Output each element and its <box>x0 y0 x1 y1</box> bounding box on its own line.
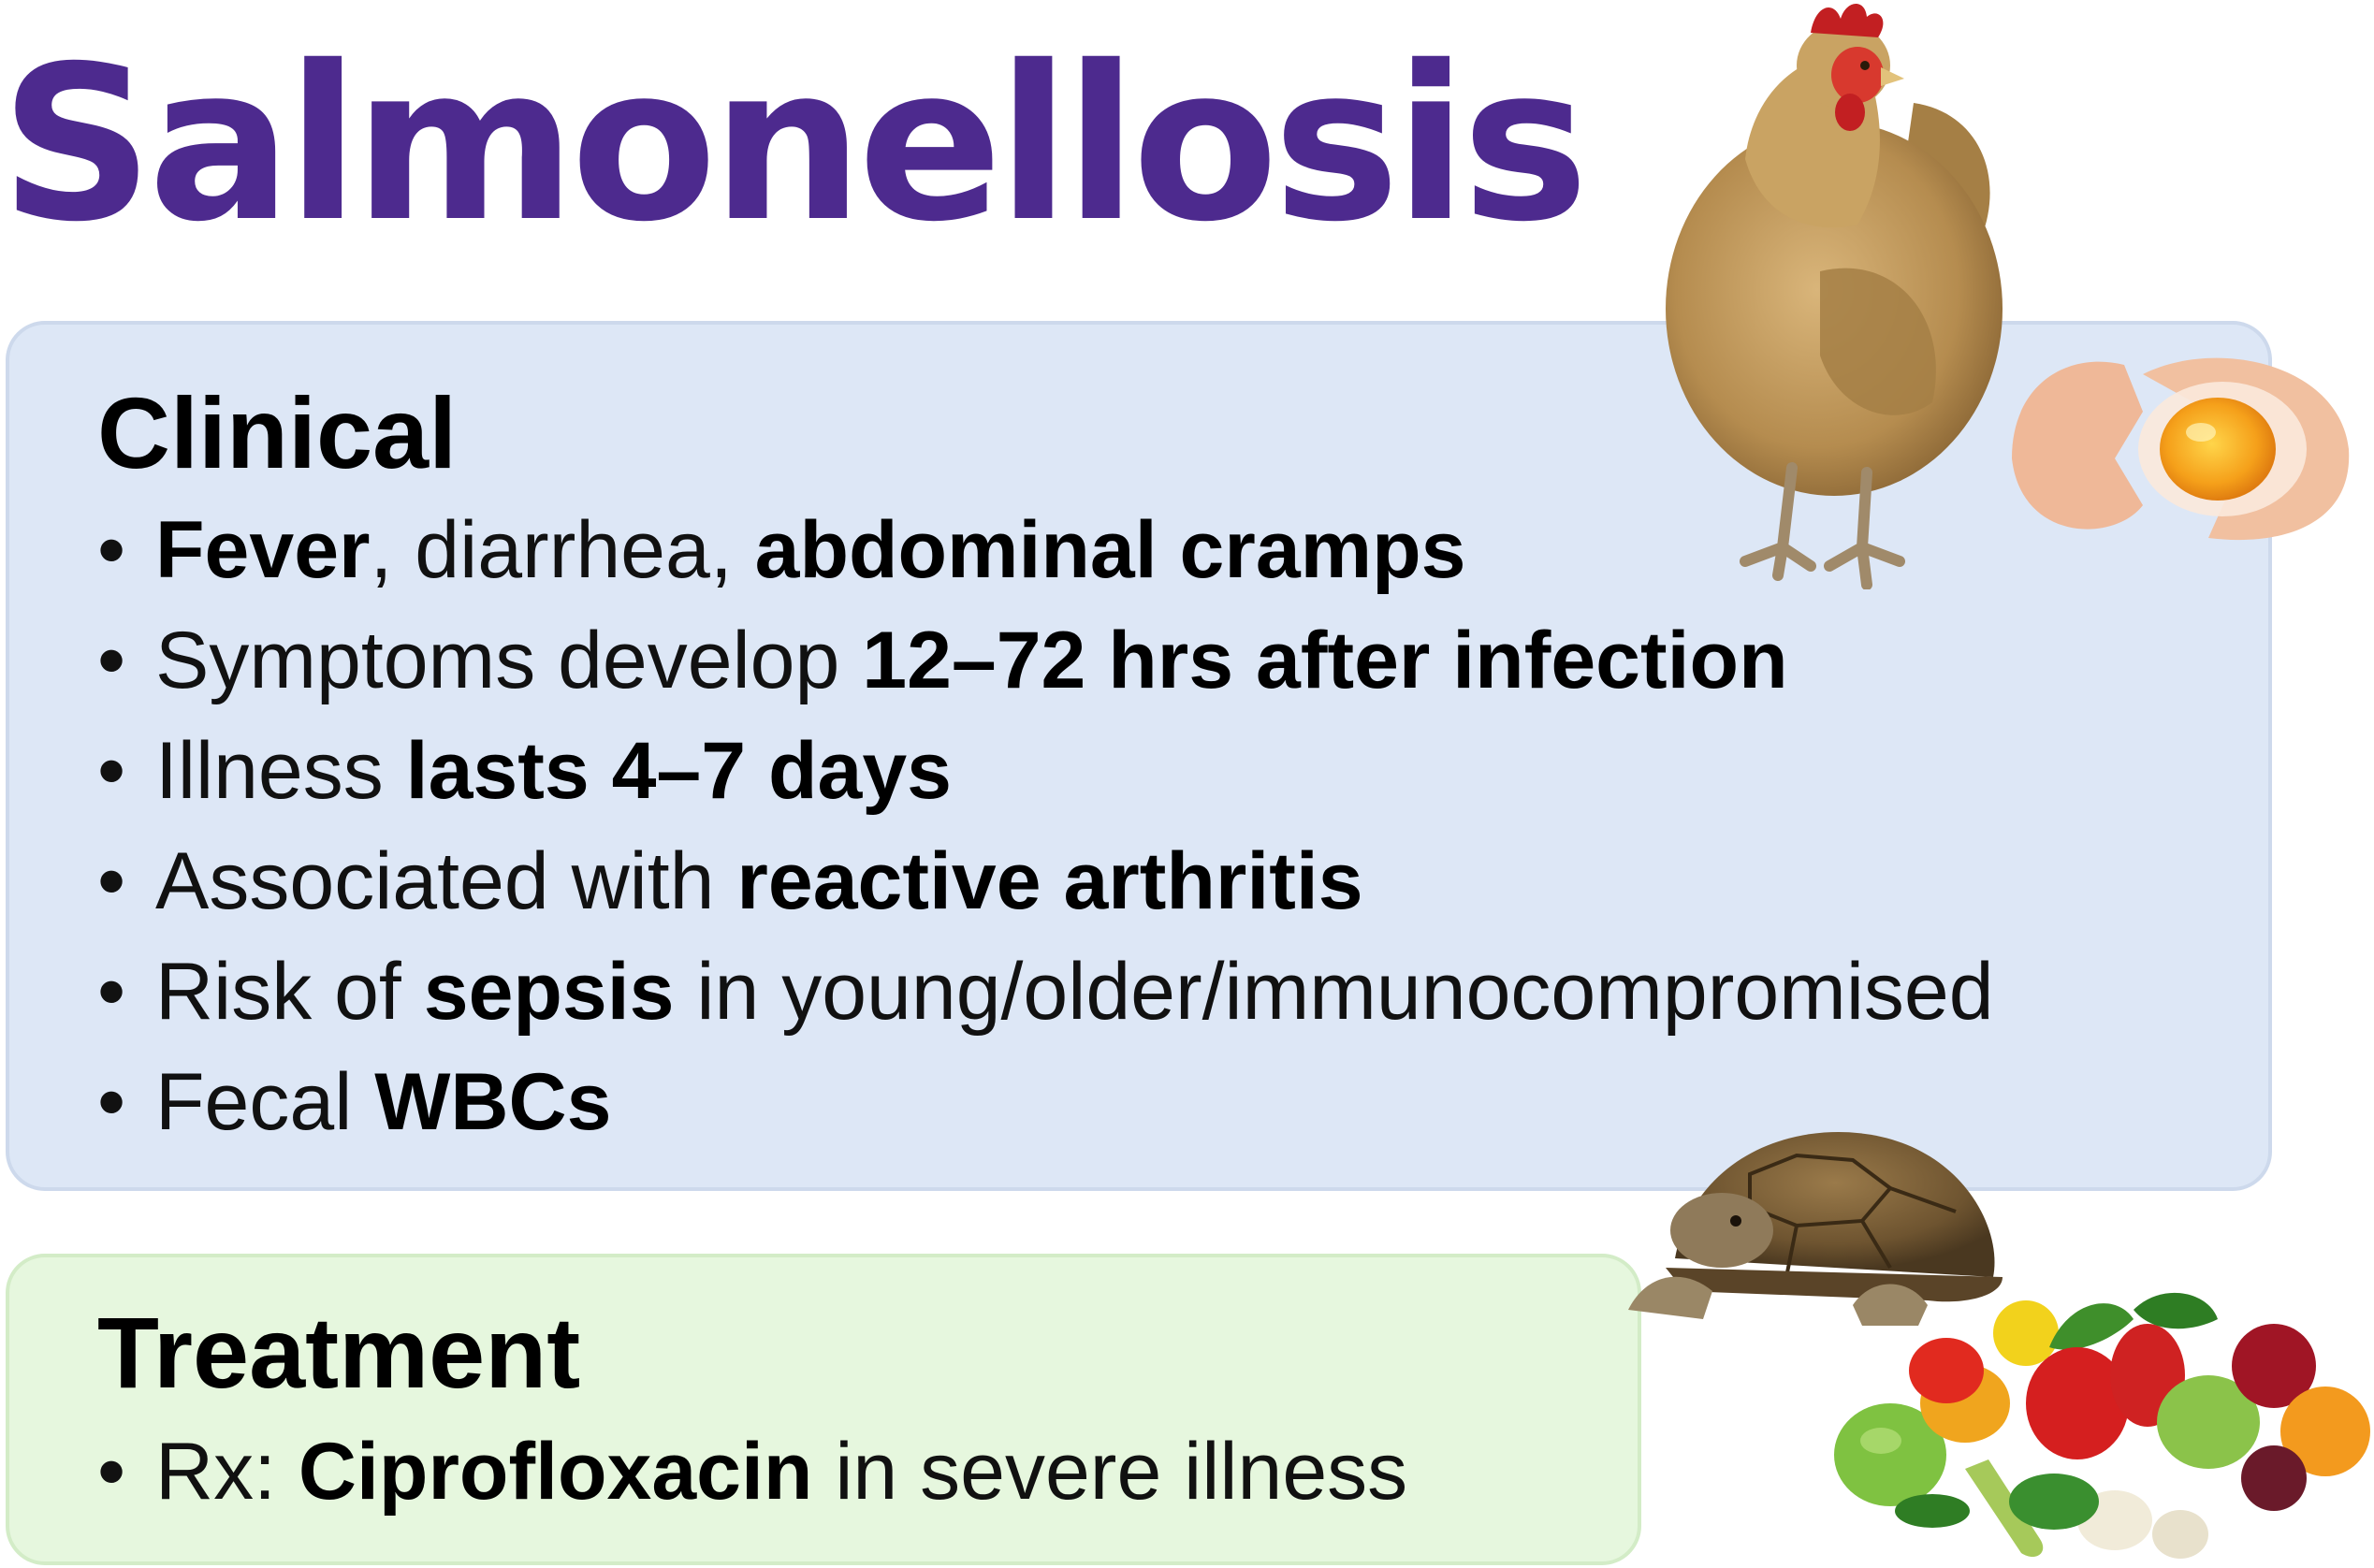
text: Associated with <box>155 836 737 926</box>
clinical-list: • Fever, diarrhea, abdominal cramps • Sympt… <box>97 495 1994 1157</box>
text: Fecal <box>155 1057 375 1147</box>
treatment-list: • Rx: Ciprofloxacin in severe illness <box>97 1416 1407 1527</box>
text: in young/older/immunocompromised <box>674 947 1994 1037</box>
bold-text: sepsis <box>423 947 675 1037</box>
bold-text: 12–72 hrs after infection <box>862 616 1788 705</box>
list-item: • Fever, diarrhea, abdominal cramps <box>97 495 1994 605</box>
page-title: Salmonellosis <box>0 20 1589 269</box>
bullet-dot: • <box>97 947 126 1037</box>
list-item: • Symptoms develop 12–72 hrs after infect… <box>97 605 1994 716</box>
bullet-dot: • <box>97 726 126 816</box>
bold-text: WBCs <box>374 1057 612 1147</box>
list-item: • Risk of sepsis in young/older/immunocom… <box>97 936 1994 1047</box>
cracked-egg-image <box>2003 346 2358 552</box>
treatment-panel: Treatment • Rx: Ciprofloxacin in severe i… <box>6 1254 1641 1565</box>
bold-text: lasts 4–7 days <box>405 726 952 816</box>
bullet-dot: • <box>97 505 126 595</box>
bold-text: abdominal cramps <box>754 505 1466 595</box>
tortoise-image <box>1609 1118 2031 1333</box>
list-item: • Associated with reactive arthritis <box>97 826 1994 936</box>
text: Risk of <box>155 947 424 1037</box>
text: , diarrhea, <box>370 505 755 595</box>
treatment-heading: Treatment <box>97 1296 581 1409</box>
bullet-dot: • <box>97 1427 126 1517</box>
text: in severe illness <box>812 1427 1408 1517</box>
text: Rx: <box>155 1427 299 1517</box>
list-item: • Rx: Ciprofloxacin in severe illness <box>97 1416 1407 1527</box>
bullet-dot: • <box>97 616 126 705</box>
bold-text: Ciprofloxacin <box>298 1427 813 1517</box>
bullet-dot: • <box>97 836 126 926</box>
bullet-dot: • <box>97 1057 126 1147</box>
bold-text: Fever <box>155 505 371 595</box>
text: Illness <box>155 726 406 816</box>
list-item: • Fecal WBCs <box>97 1047 1994 1157</box>
vegetables-image <box>1834 1282 2374 1568</box>
bold-text: reactive arthritis <box>736 836 1363 926</box>
text: Symptoms develop <box>155 616 863 705</box>
list-item: • Illness lasts 4–7 days <box>97 716 1994 826</box>
chicken-image <box>1633 0 2026 589</box>
clinical-heading: Clinical <box>97 376 458 489</box>
